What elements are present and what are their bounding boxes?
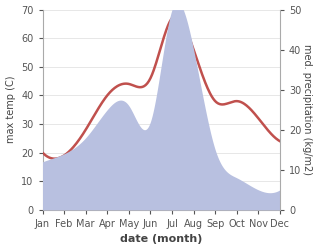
X-axis label: date (month): date (month) xyxy=(120,234,203,244)
Y-axis label: max temp (C): max temp (C) xyxy=(5,76,16,144)
Y-axis label: med. precipitation (kg/m2): med. precipitation (kg/m2) xyxy=(302,44,313,175)
